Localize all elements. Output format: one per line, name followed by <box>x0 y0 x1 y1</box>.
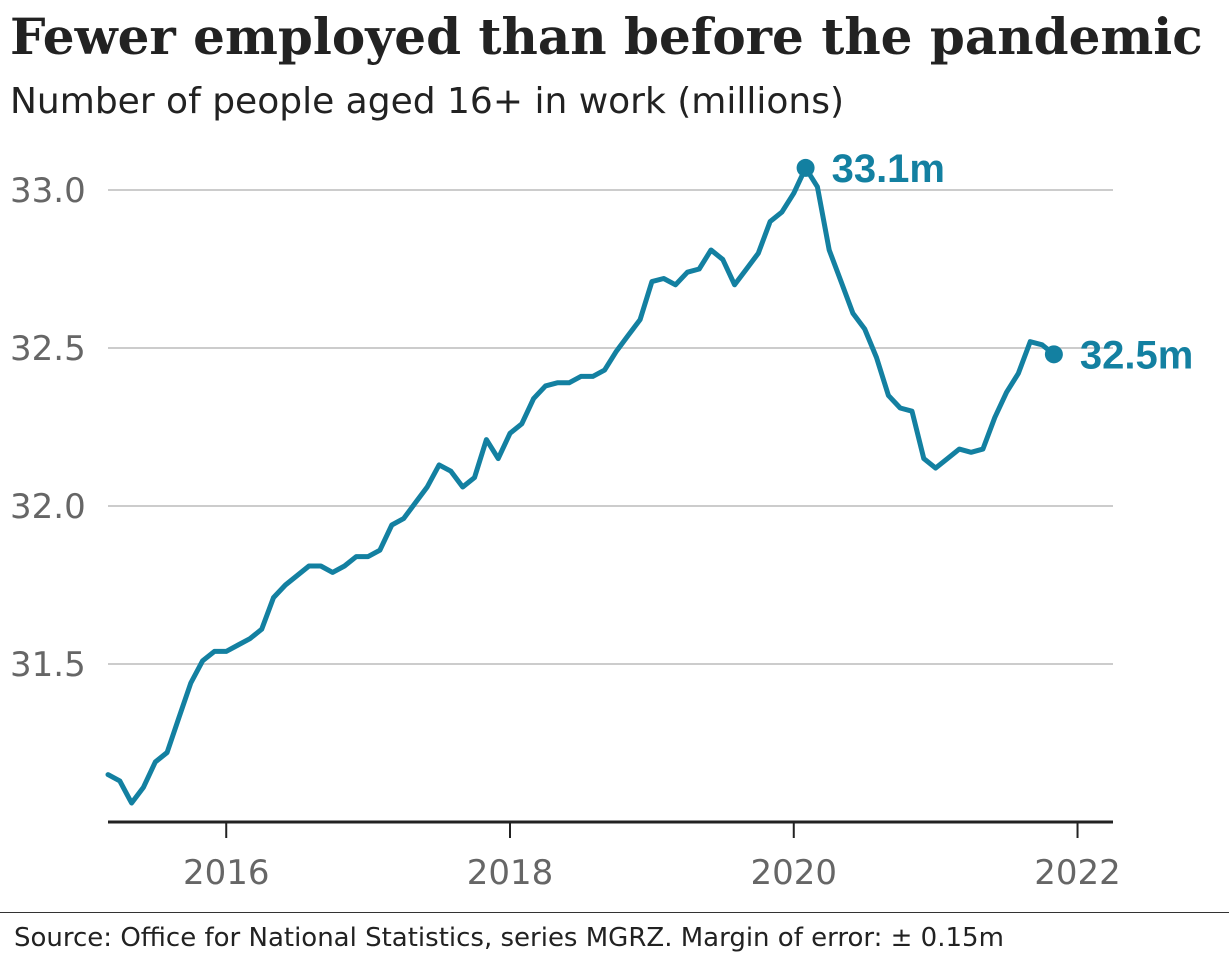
source-note: Source: Office for National Statistics, … <box>14 923 1004 953</box>
y-axis-ticks: 31.5 32.0 32.5 33.0 <box>10 171 86 685</box>
y-tick-label: 32.0 <box>10 487 86 527</box>
x-axis: 2016 2018 2020 2022 <box>108 820 1121 893</box>
x-tick-label: 2018 <box>467 853 554 893</box>
annotation-label: 33.1m <box>832 147 945 191</box>
x-tick-label: 2016 <box>183 853 270 893</box>
y-tick-label: 31.5 <box>10 645 86 685</box>
source-divider <box>0 912 1229 913</box>
y-tick-label: 32.5 <box>10 329 86 369</box>
annotation-label: 32.5m <box>1080 333 1193 377</box>
gridlines <box>108 189 1113 665</box>
annotation-dot <box>1044 345 1063 364</box>
chart-title: Fewer employed than before the pandemic <box>10 7 1203 66</box>
series-line <box>105 165 1057 806</box>
chart-subtitle: Number of people aged 16+ in work (milli… <box>10 81 845 122</box>
annotation-dot <box>796 158 815 177</box>
employment-line-chart: 31.532.032.533.0 2016 2018 2020 2022 33.1m3… <box>10 147 1193 893</box>
x-tick-label: 2022 <box>1034 853 1121 893</box>
series-lines <box>105 165 1057 806</box>
annotations: 33.1m 32.5m <box>796 147 1193 377</box>
x-tick-label: 2020 <box>750 853 837 893</box>
y-tick-label: 33.0 <box>10 171 86 211</box>
